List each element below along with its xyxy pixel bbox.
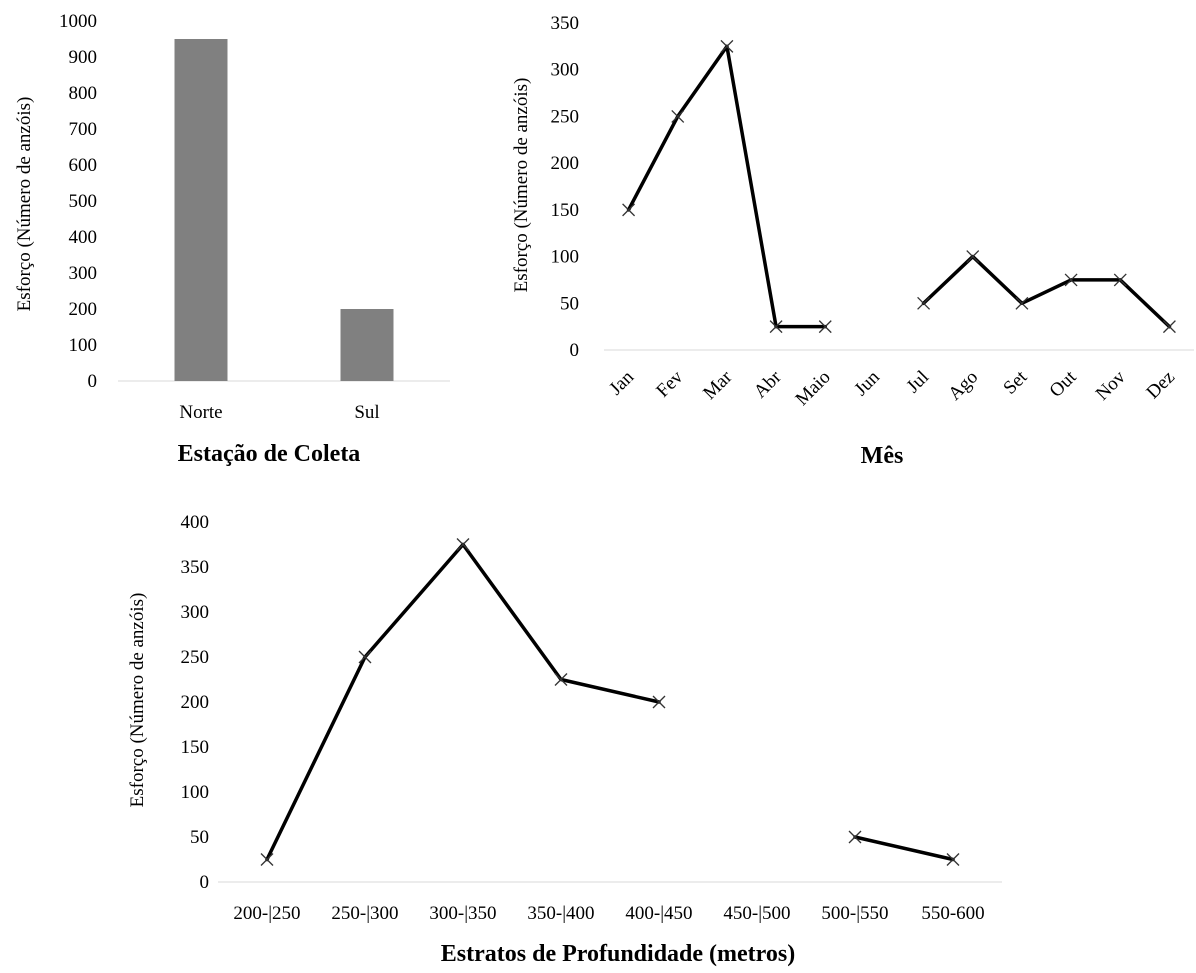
profundidade-xtick: 500-|550 xyxy=(821,903,888,924)
profundidade-ytick: 50 xyxy=(190,827,209,848)
profundidade-point xyxy=(358,650,372,664)
chart-profundidade-xlabel: Estratos de Profundidade (metros) xyxy=(441,941,795,967)
profundidade-series-line xyxy=(265,542,661,862)
profundidade-point xyxy=(652,695,666,709)
mes-xtick: Jul xyxy=(903,367,934,398)
estacao-ytick: 400 xyxy=(69,227,98,248)
mes-ytick: 300 xyxy=(551,60,580,81)
profundidade-point xyxy=(260,853,274,866)
chart-mes-ylabel: Esforço (Número de anzóis) xyxy=(511,78,532,293)
estacao-xtick: Norte xyxy=(179,402,222,423)
mes-point xyxy=(769,320,783,334)
profundidade-ytick: 150 xyxy=(181,737,210,758)
profundidade-point xyxy=(456,538,470,551)
profundidade-xtick: 250-|300 xyxy=(331,903,398,924)
mes-ytick: 250 xyxy=(551,106,580,127)
profundidade-xtick: 200-|250 xyxy=(233,903,300,924)
profundidade-xtick: 300-|350 xyxy=(429,903,496,924)
mes-point xyxy=(1162,320,1176,334)
profundidade-ytick: 350 xyxy=(181,557,210,578)
profundidade-ytick: 400 xyxy=(181,512,210,533)
profundidade-xtick: 450-|500 xyxy=(723,903,790,924)
estacao-bar xyxy=(340,309,394,381)
mes-series-line xyxy=(921,254,1172,329)
mes-xtick: Fev xyxy=(652,366,687,401)
mes-ytick: 100 xyxy=(551,247,580,268)
estacao-ytick: 500 xyxy=(69,191,98,212)
chart-mes: Esforço (Número de anzóis) 0 50 100 150 200 2… xyxy=(511,13,1194,469)
mes-xtick: Set xyxy=(999,366,1032,399)
estacao-ytick: 200 xyxy=(69,299,98,320)
mes-xtick: Dez xyxy=(1142,367,1178,403)
estacao-ytick: 1000 xyxy=(59,11,97,32)
mes-point xyxy=(818,320,832,334)
chart-estacao: Esforço (Número de anzóis) 0 100 200 300 400… xyxy=(14,11,450,467)
profundidade-series-line xyxy=(853,835,955,862)
profundidade-ytick: 100 xyxy=(181,782,210,803)
chart-profundidade: Esforço (Número de anzóis) 0 50 100 150 200 2… xyxy=(127,512,1002,967)
profundidade-point xyxy=(946,853,960,866)
profundidade-xtick: 550-600 xyxy=(921,903,984,924)
mes-xtick: Jun xyxy=(850,366,884,400)
profundidade-xtick: 350-|400 xyxy=(527,903,594,924)
estacao-xtick: Sul xyxy=(354,402,379,423)
profundidade-point xyxy=(554,673,568,686)
mes-point xyxy=(966,250,980,264)
profundidade-ytick: 300 xyxy=(181,602,210,623)
mes-point xyxy=(671,109,685,123)
mes-ytick: 50 xyxy=(560,293,579,314)
mes-point xyxy=(720,39,734,53)
mes-point xyxy=(1064,273,1078,287)
estacao-bar xyxy=(174,39,228,381)
estacao-ytick: 800 xyxy=(69,83,98,104)
mes-xtick: Maio xyxy=(792,367,835,410)
estacao-ytick: 0 xyxy=(88,371,98,392)
profundidade-ytick: 250 xyxy=(181,647,210,668)
chart-profundidade-ylabel: Esforço (Número de anzóis) xyxy=(127,593,148,808)
mes-ytick: 200 xyxy=(551,153,580,174)
estacao-ytick: 600 xyxy=(69,155,98,176)
chart-estacao-xlabel: Estação de Coleta xyxy=(178,441,361,467)
mes-point xyxy=(1113,273,1127,287)
profundidade-ytick: 200 xyxy=(181,692,210,713)
chart-estacao-ylabel: Esforço (Número de anzóis) xyxy=(14,97,35,312)
estacao-ytick: 100 xyxy=(69,335,98,356)
mes-xtick: Nov xyxy=(1092,366,1130,404)
mes-series-line xyxy=(626,44,827,329)
estacao-ytick: 300 xyxy=(69,263,98,284)
profundidade-point xyxy=(848,830,862,844)
estacao-ytick: 700 xyxy=(69,119,98,140)
mes-xtick: Ago xyxy=(944,367,982,405)
profundidade-xtick: 400-|450 xyxy=(625,903,692,924)
mes-xtick: Abr xyxy=(750,366,786,402)
mes-ytick: 150 xyxy=(551,200,580,221)
mes-ytick: 350 xyxy=(551,13,580,34)
profundidade-ytick: 0 xyxy=(200,872,210,893)
mes-point xyxy=(917,296,931,310)
mes-xtick: Jan xyxy=(605,366,638,399)
estacao-ytick: 900 xyxy=(69,47,98,68)
mes-xtick: Out xyxy=(1046,366,1082,402)
mes-point xyxy=(622,203,636,217)
mes-xtick: Mar xyxy=(699,366,737,404)
mes-point xyxy=(1015,296,1029,310)
chart-mes-xlabel: Mês xyxy=(861,443,904,469)
mes-ytick: 0 xyxy=(570,340,580,361)
